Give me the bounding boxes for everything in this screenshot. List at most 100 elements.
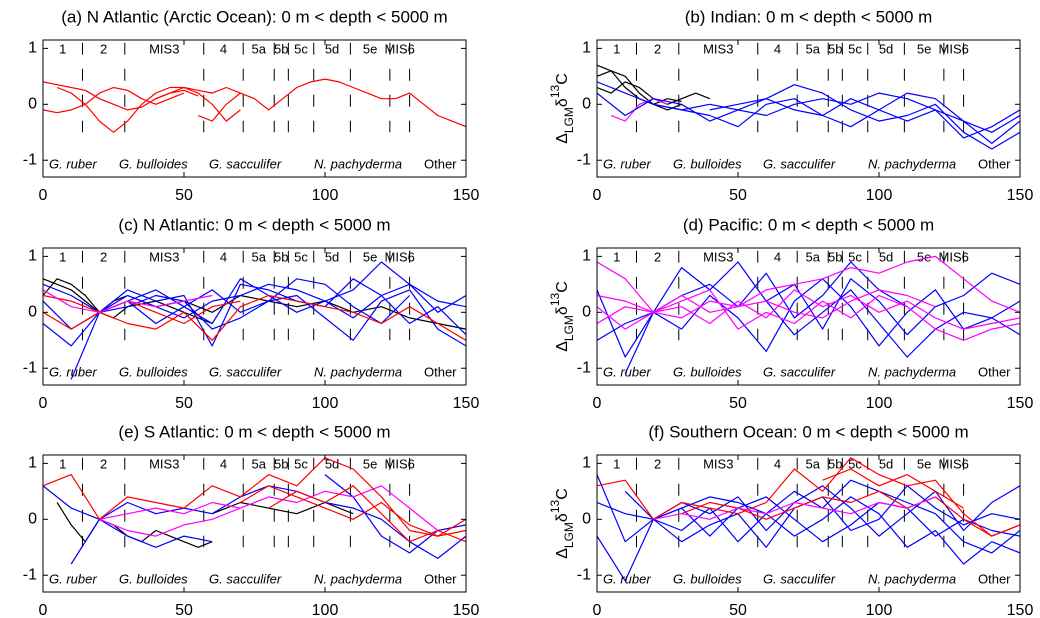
panel-title: (a) N Atlantic (Arctic Ocean): 0 m < dep… xyxy=(61,7,447,26)
legend-label: G. sacculifer xyxy=(763,156,836,171)
legend-label: G. ruber xyxy=(49,571,97,586)
y-axis-label-part: C xyxy=(554,281,571,293)
y-axis-label-part: Δ xyxy=(554,341,571,352)
legend-label: N. pachyderma xyxy=(868,364,956,379)
stage-label: 4 xyxy=(220,41,227,56)
x-tick-label: 50 xyxy=(729,602,747,618)
data-line xyxy=(43,283,466,347)
series-group xyxy=(597,64,1020,150)
data-line xyxy=(99,507,241,537)
plot-frame xyxy=(42,454,467,593)
stage-label: 5c xyxy=(848,41,862,56)
stage-label: 4 xyxy=(774,456,781,471)
stage-label: MIS3 xyxy=(703,41,733,56)
y-tick-label: 0 xyxy=(28,511,37,528)
legend-label: Other xyxy=(424,156,457,171)
data-line xyxy=(653,496,936,520)
data-line xyxy=(597,81,711,105)
x-tick-label: 100 xyxy=(312,187,339,204)
data-line xyxy=(597,289,936,330)
series-group xyxy=(597,255,1020,375)
panel: (b) Indian: 0 m < depth < 5000 m 1 2 MIS3 4 5… xyxy=(548,7,1033,204)
stage-label: 5c xyxy=(294,41,308,56)
stage-label: 5a xyxy=(805,456,820,471)
legend-label: G. ruber xyxy=(603,364,651,379)
stage-label: MIS6 xyxy=(939,456,969,471)
legend-label: N. pachyderma xyxy=(314,156,402,171)
stage-label: 2 xyxy=(654,41,661,56)
stage-label: 5d xyxy=(879,41,893,56)
stage-label: MIS6 xyxy=(939,249,969,264)
stage-label: 5e xyxy=(917,41,931,56)
stage-label: 1 xyxy=(59,456,66,471)
y-axis-label-part: δ xyxy=(554,513,571,522)
x-tick-label: 100 xyxy=(312,395,339,412)
stage-label: MIS3 xyxy=(149,41,179,56)
y-axis-label-part: C xyxy=(554,488,571,500)
data-line xyxy=(597,457,1020,537)
data-line xyxy=(709,84,1020,150)
stage-label: 1 xyxy=(59,41,66,56)
legend-label: G. bulloides xyxy=(119,364,188,379)
panel: (f) Southern Ocean: 0 m < depth < 5000 m… xyxy=(548,422,1033,618)
x-tick-label: 150 xyxy=(1007,187,1034,204)
y-axis-label-part: LGM xyxy=(562,522,576,548)
legend-label: N. pachyderma xyxy=(868,156,956,171)
legend-label: G. bulloides xyxy=(673,571,742,586)
data-line xyxy=(155,86,241,100)
legend-label: G. sacculifer xyxy=(209,364,282,379)
y-tick-label: 0 xyxy=(582,304,591,321)
stage-label: MIS6 xyxy=(939,41,969,56)
data-line xyxy=(653,92,1020,144)
stage-label: 1 xyxy=(59,249,66,264)
x-tick-label: 0 xyxy=(39,187,48,204)
data-line xyxy=(43,81,199,111)
stage-label: MIS6 xyxy=(385,249,415,264)
x-tick-label: 100 xyxy=(866,602,893,618)
data-line xyxy=(43,278,466,347)
y-tick-label: -1 xyxy=(23,359,37,376)
y-tick-label: -1 xyxy=(577,151,591,168)
panel-title: (e) S Atlantic: 0 m < depth < 5000 m xyxy=(118,422,390,441)
data-line xyxy=(43,485,466,559)
x-tick-label: 50 xyxy=(175,602,193,618)
y-axis-label: ΔLGMδ13C xyxy=(548,73,576,144)
panel-title: (d) Pacific: 0 m < depth < 5000 m xyxy=(683,215,934,234)
stage-label: 5e xyxy=(363,41,377,56)
stage-label: 5d xyxy=(325,456,339,471)
y-tick-label: 0 xyxy=(28,304,37,321)
stage-label: 5c xyxy=(294,249,308,264)
y-tick-label: 0 xyxy=(582,511,591,528)
plot-frame xyxy=(42,247,467,386)
y-tick-label: -1 xyxy=(23,151,37,168)
data-line xyxy=(597,289,1020,330)
stage-label: 5b xyxy=(274,456,288,471)
data-line xyxy=(240,485,466,537)
data-line xyxy=(597,255,1020,319)
x-tick-label: 50 xyxy=(175,395,193,412)
stage-label: 5a xyxy=(251,456,266,471)
panel-title: (f) Southern Ocean: 0 m < depth < 5000 m xyxy=(648,422,968,441)
x-tick-label: 50 xyxy=(729,395,747,412)
plot-frame xyxy=(596,247,1021,386)
data-line xyxy=(597,278,1020,352)
data-line xyxy=(324,474,466,554)
stage-label: MIS3 xyxy=(149,249,179,264)
data-line xyxy=(211,501,354,515)
stage-label: 5d xyxy=(325,41,339,56)
stage-label: 5c xyxy=(848,456,862,471)
legend-label: G. bulloides xyxy=(119,156,188,171)
stage-label: 5b xyxy=(274,41,288,56)
data-line xyxy=(765,289,1020,358)
x-tick-label: 50 xyxy=(175,187,193,204)
x-tick-label: 150 xyxy=(1007,395,1034,412)
y-tick-label: 1 xyxy=(28,40,37,57)
stage-label: 5a xyxy=(805,249,820,264)
x-tick-label: 0 xyxy=(593,602,602,618)
x-tick-label: 0 xyxy=(39,395,48,412)
data-line xyxy=(610,98,668,122)
stage-label: 4 xyxy=(220,249,227,264)
legend-label: G. ruber xyxy=(49,156,97,171)
y-tick-label: 1 xyxy=(582,248,591,265)
